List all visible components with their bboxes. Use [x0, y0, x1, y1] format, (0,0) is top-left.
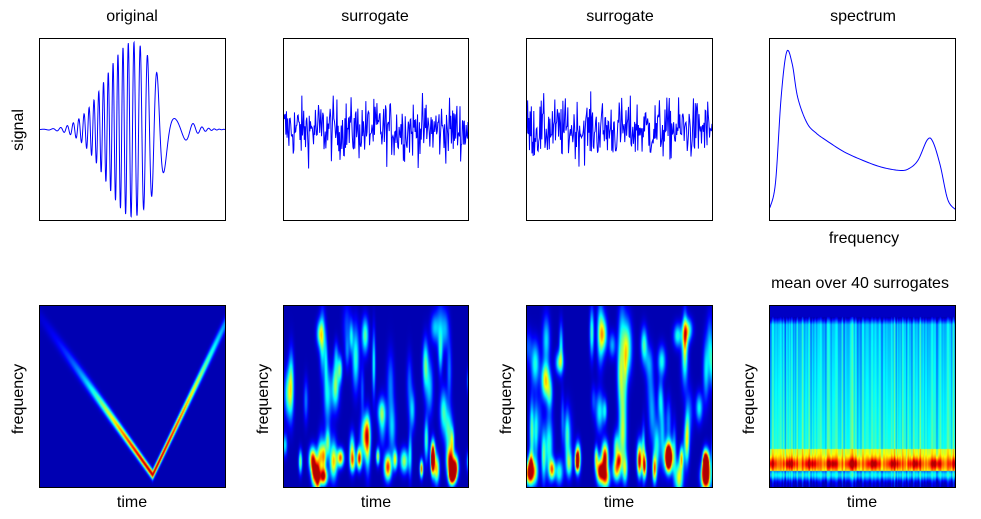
surrogate-1-tf-image — [284, 306, 468, 487]
tf-xlabel-3: time — [603, 494, 635, 511]
surrogate-2-signal-plot — [526, 38, 713, 221]
title-spectrum: spectrum — [830, 8, 896, 25]
tf-xlabel-1: time — [116, 494, 148, 511]
tf-ylabel-3: frequency — [498, 363, 515, 435]
tf-ylabel-1: frequency — [10, 363, 27, 435]
mean-tf-heatmap — [769, 305, 956, 488]
spectrum-line — [770, 49, 955, 210]
tf-xlabel-2: time — [360, 494, 392, 511]
original-tf-heatmap — [39, 305, 226, 488]
surrogate-2-tf-image — [527, 306, 712, 487]
original-tf-image — [40, 306, 225, 487]
tf-xlabel-4: time — [846, 494, 878, 511]
original-signal-line — [40, 40, 225, 218]
tf-ylabel-2: frequency — [255, 363, 272, 435]
title-surrogate-1: surrogate — [341, 8, 409, 25]
tf-ylabel-4: frequency — [741, 363, 758, 435]
surrogate-2-tf-heatmap — [526, 305, 713, 488]
title-surrogate-2: surrogate — [586, 8, 654, 25]
surrogate-2-signal-line — [527, 91, 712, 167]
title-original: original — [106, 8, 158, 25]
original-signal-plot — [39, 38, 226, 221]
mean-title: mean over 40 surrogates — [771, 275, 949, 292]
spectrum-plot — [769, 38, 956, 221]
surrogate-1-signal-line — [284, 93, 468, 169]
signal-axis-label: signal — [10, 109, 27, 151]
surrogate-1-tf-heatmap — [283, 305, 469, 488]
mean-tf-image — [770, 306, 955, 487]
surrogate-1-signal-plot — [283, 38, 469, 221]
spectrum-xlabel: frequency — [828, 230, 900, 247]
